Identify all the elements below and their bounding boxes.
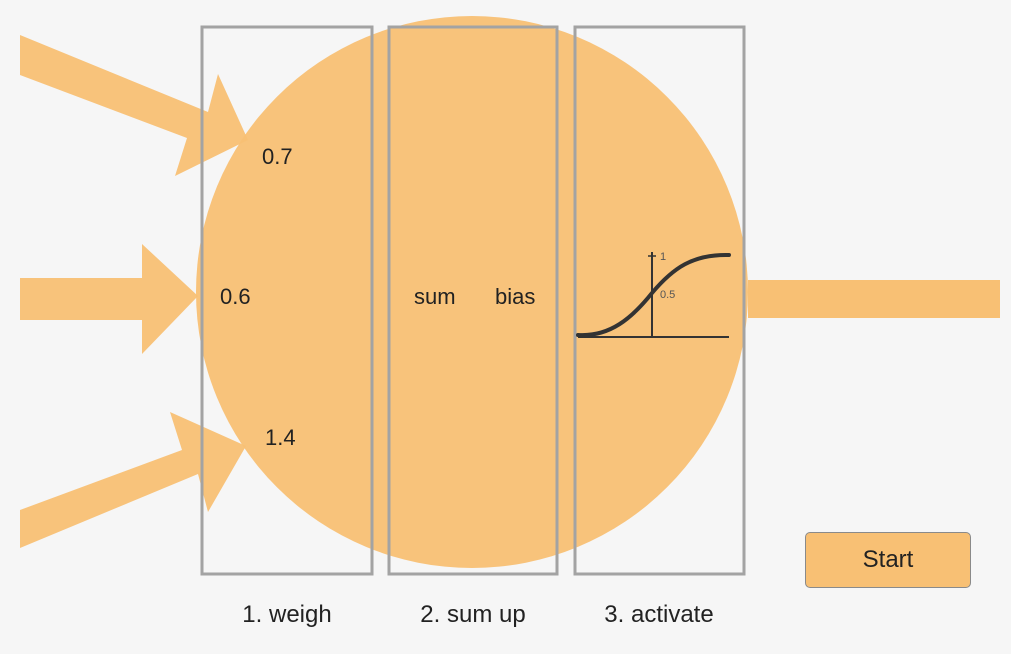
stage-panel-weigh [200,25,374,576]
input-arrow-middle [20,244,198,354]
input-arrow-top [20,35,248,176]
sum-label: sum [414,284,456,309]
stage-panel-sum-up [387,25,559,576]
output-arrow [748,280,1000,318]
bias-label: bias [495,284,535,309]
stage-label-weigh: 1. weigh [242,601,331,628]
start-button[interactable]: Start [805,532,971,588]
input-arrow-bottom [20,412,246,548]
weight-label-top: 0.7 [262,144,293,169]
stage-label-activate: 3. activate [604,601,713,628]
neuron-body [196,16,748,568]
sigmoid-tick-label-half: 0.5 [660,289,675,301]
sigmoid-graph: 1 0.5 [576,251,731,338]
sigmoid-tick-label-1: 1 [660,251,666,263]
weight-label-middle: 0.6 [220,284,251,309]
stage-label-sum-up: 2. sum up [420,601,525,628]
weight-label-bottom: 1.4 [265,425,296,450]
sigmoid-curve [576,252,731,338]
stage-panel-activate [573,25,746,576]
